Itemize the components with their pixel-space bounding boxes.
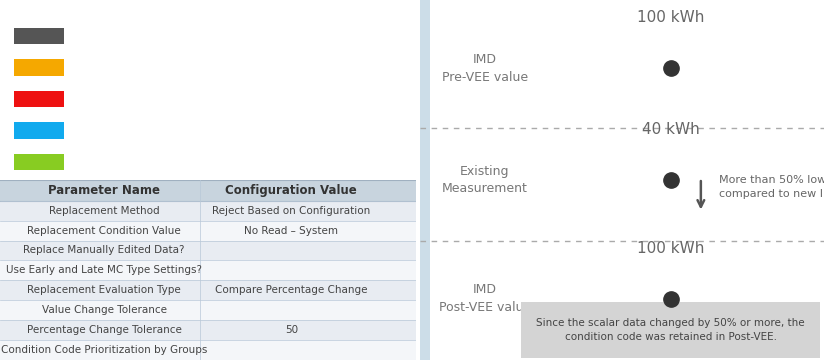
Text: Value Change Tolerance: Value Change Tolerance: [41, 305, 166, 315]
FancyBboxPatch shape: [0, 340, 416, 360]
Text: = System Estimated: = System Estimated: [72, 63, 186, 72]
Text: Existing
Measurement: Existing Measurement: [442, 165, 528, 195]
Text: Replacement Evaluation Type: Replacement Evaluation Type: [27, 285, 181, 295]
FancyBboxPatch shape: [0, 320, 416, 340]
Text: Condition Code Prioritization by Groups: Condition Code Prioritization by Groups: [1, 345, 207, 355]
FancyBboxPatch shape: [0, 300, 416, 320]
Text: = Super: = Super: [72, 157, 118, 167]
Text: 40 kWh: 40 kWh: [642, 122, 700, 137]
Text: Replace Manually Edited Data?: Replace Manually Edited Data?: [23, 246, 185, 256]
FancyBboxPatch shape: [0, 240, 416, 260]
FancyBboxPatch shape: [420, 128, 430, 241]
Text: No Read – System: No Read – System: [244, 226, 339, 235]
FancyBboxPatch shape: [522, 302, 820, 358]
FancyBboxPatch shape: [0, 221, 416, 240]
Text: Configuration Value: Configuration Value: [226, 184, 357, 197]
FancyBboxPatch shape: [14, 91, 64, 107]
Text: 100 kWh: 100 kWh: [637, 240, 705, 256]
Text: = No Read – System: = No Read – System: [72, 94, 185, 104]
FancyBboxPatch shape: [14, 28, 64, 44]
Text: Compare Percentage Change: Compare Percentage Change: [215, 285, 368, 295]
FancyBboxPatch shape: [0, 201, 416, 221]
FancyBboxPatch shape: [14, 122, 64, 139]
Text: = No Read – Outage: = No Read – Outage: [72, 126, 185, 135]
Text: Since the scalar data changed by 50% or more, the
condition code was retained in: Since the scalar data changed by 50% or …: [536, 318, 805, 342]
FancyBboxPatch shape: [420, 241, 430, 360]
Text: 100 kWh: 100 kWh: [637, 10, 705, 25]
Text: = Regular: = Regular: [72, 31, 128, 41]
FancyBboxPatch shape: [14, 154, 64, 170]
Text: KEY: KEY: [82, 11, 118, 29]
Text: IMD
Post-VEE value: IMD Post-VEE value: [438, 283, 531, 314]
FancyBboxPatch shape: [420, 0, 430, 128]
FancyBboxPatch shape: [0, 260, 416, 280]
Text: IMD
Pre-VEE value: IMD Pre-VEE value: [442, 53, 528, 84]
Text: Use Early and Late MC Type Settings?: Use Early and Late MC Type Settings?: [6, 265, 202, 275]
Text: 50: 50: [285, 325, 297, 335]
FancyBboxPatch shape: [0, 180, 416, 201]
Text: Reject Based on Configuration: Reject Based on Configuration: [212, 206, 371, 216]
FancyBboxPatch shape: [14, 59, 64, 76]
FancyBboxPatch shape: [0, 280, 416, 300]
Text: Replacement Condition Value: Replacement Condition Value: [27, 226, 181, 235]
Polygon shape: [657, 306, 685, 317]
Text: Replacement Method: Replacement Method: [49, 206, 159, 216]
Text: Percentage Change Tolerance: Percentage Change Tolerance: [26, 325, 181, 335]
Text: Parameter Name: Parameter Name: [48, 184, 160, 197]
Text: More than 50% lower
compared to new IMD: More than 50% lower compared to new IMD: [719, 175, 824, 199]
